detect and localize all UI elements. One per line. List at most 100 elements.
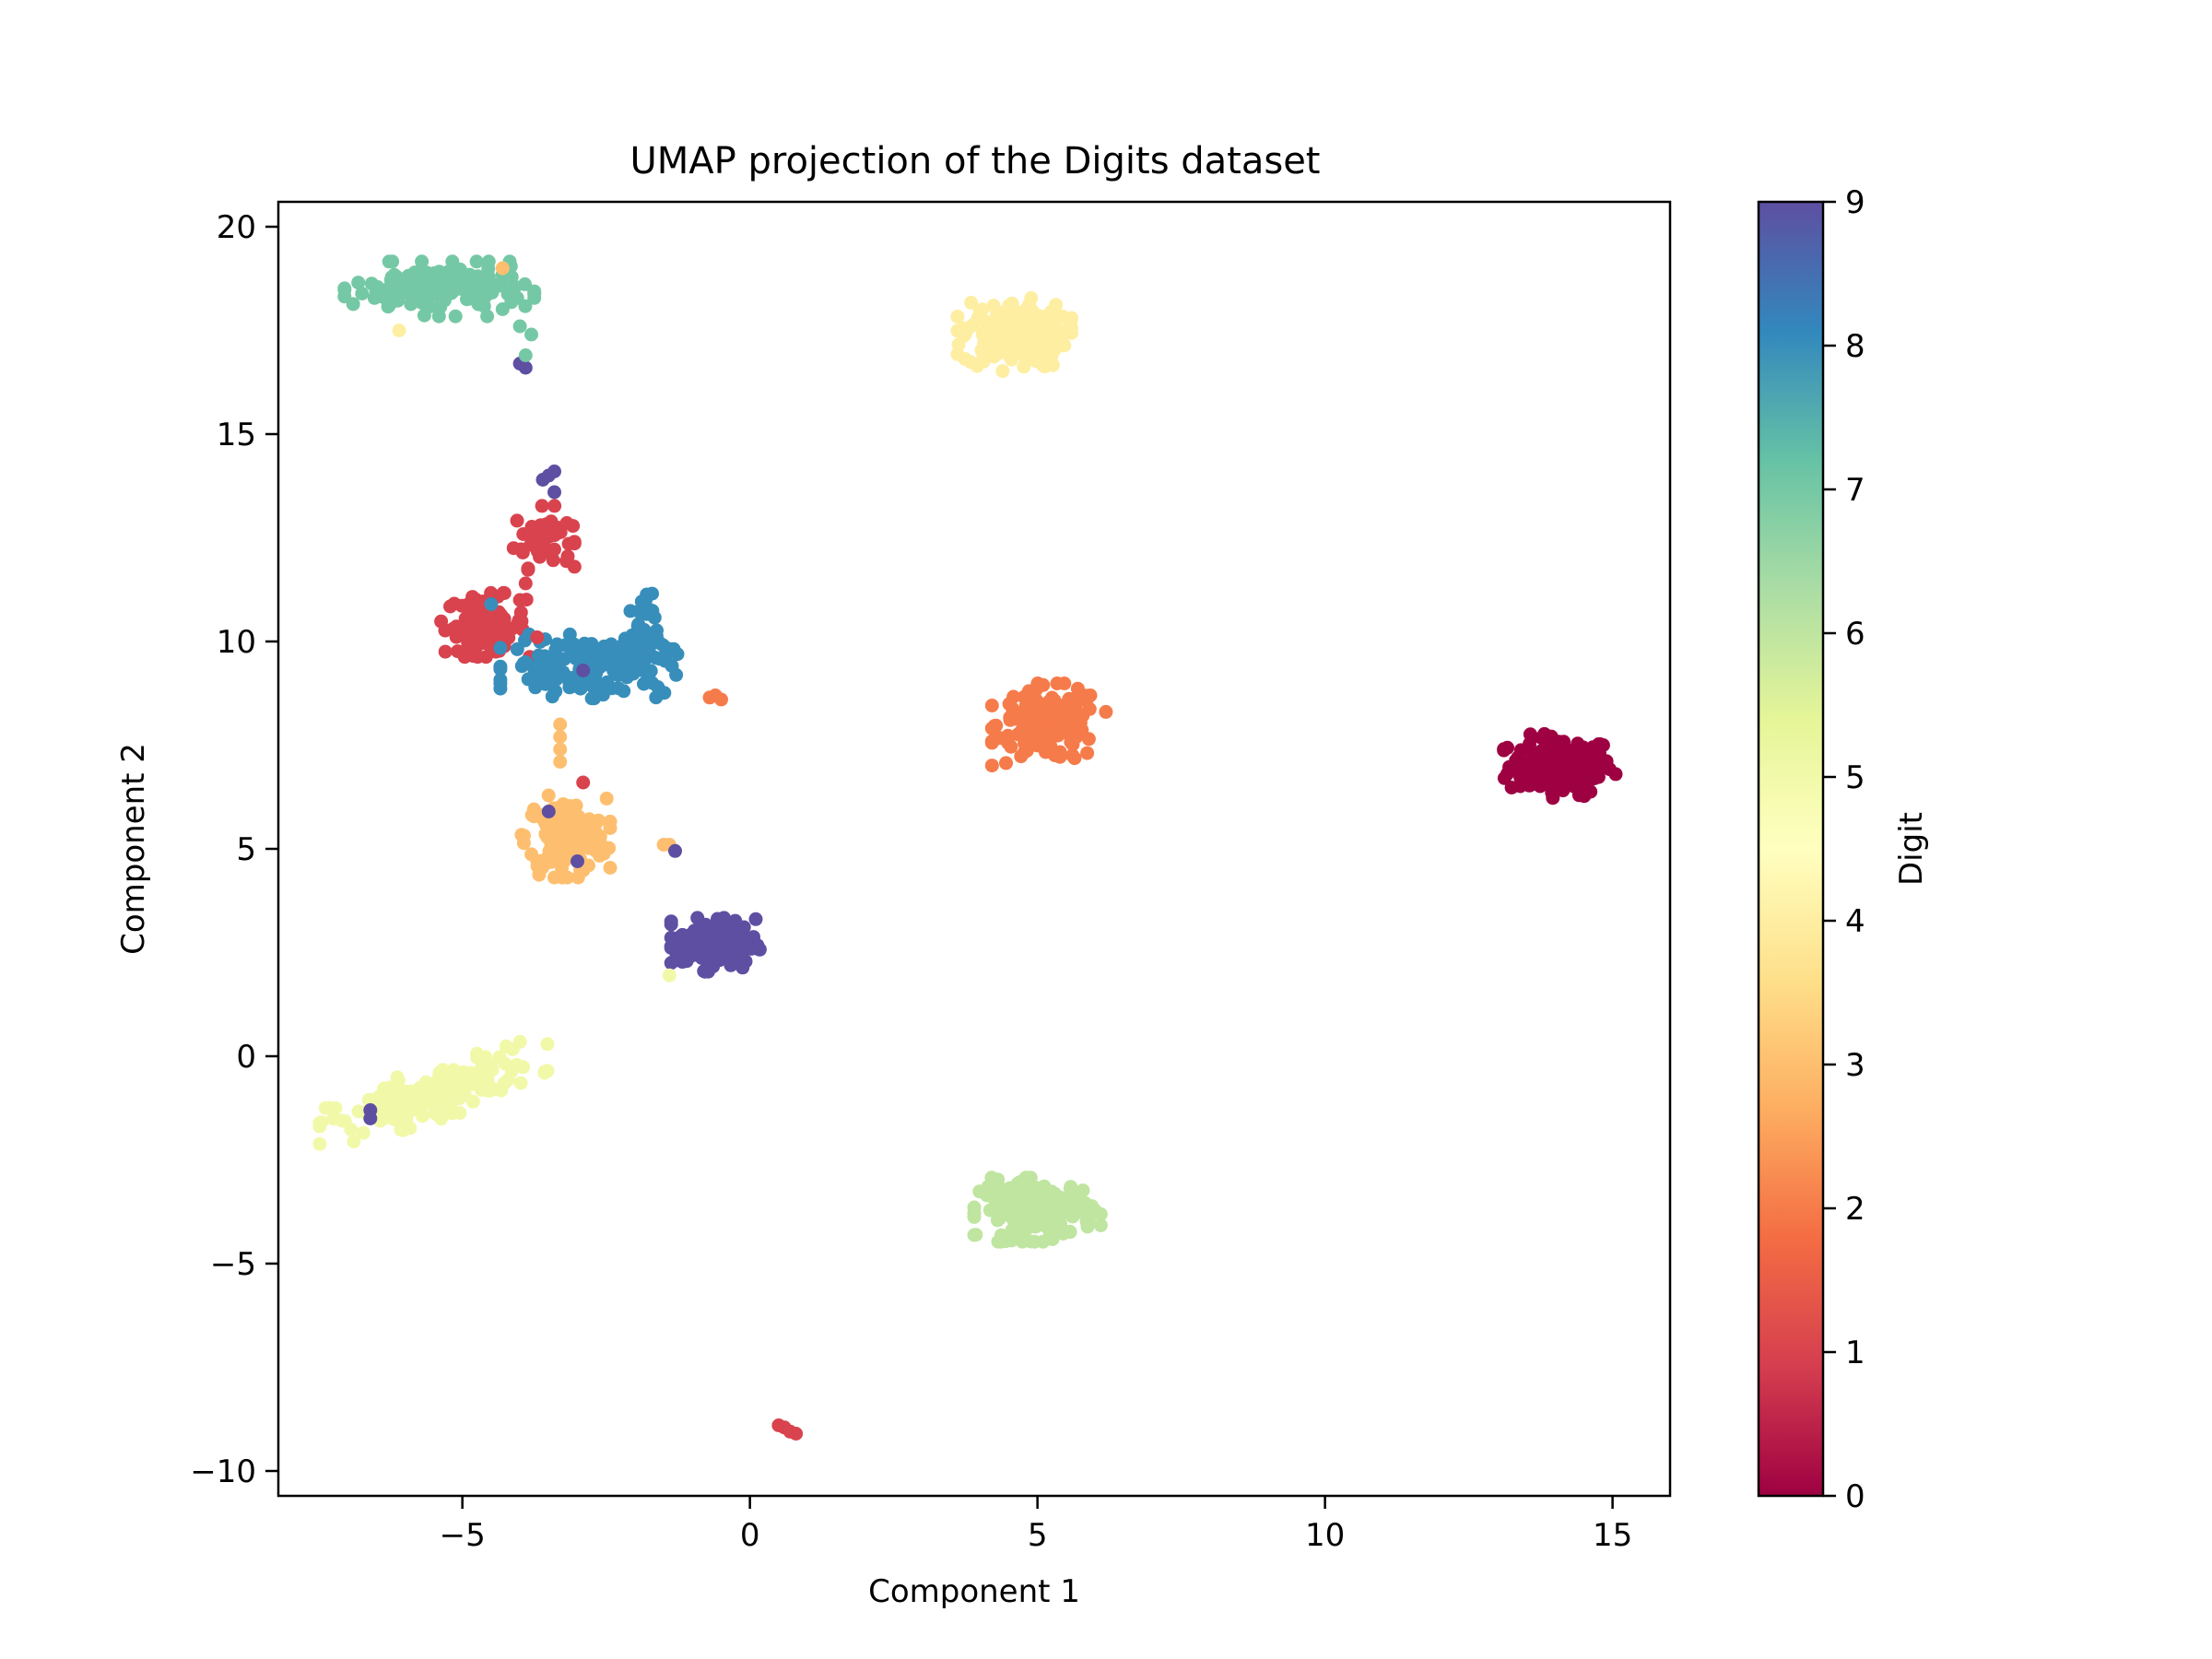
scatter-point — [521, 562, 535, 577]
scatter-point — [1051, 728, 1065, 743]
scatter-point — [1523, 727, 1537, 742]
y-tick-label: 5 — [236, 831, 256, 868]
scatter-point — [1538, 755, 1553, 770]
colorbar-tick-label: 0 — [1845, 1478, 1865, 1515]
scatter-point — [1029, 354, 1043, 369]
scatter-point — [1076, 709, 1090, 723]
scatter-point — [975, 302, 990, 317]
scatter-point — [984, 721, 999, 735]
scatter-point — [688, 941, 702, 956]
scatter-point — [1065, 311, 1078, 325]
x-axis-label: Component 1 — [868, 1573, 1080, 1610]
scatter-point — [363, 1112, 378, 1125]
colorbar-tick-label: 2 — [1845, 1191, 1865, 1228]
scatter-point — [1061, 717, 1076, 732]
scatter-point — [450, 1073, 465, 1088]
scatter-point — [535, 473, 550, 487]
scatter-point — [1063, 1182, 1077, 1196]
scatter-point — [356, 1125, 371, 1140]
scatter-point — [1045, 690, 1059, 705]
scatter-point — [1057, 677, 1072, 690]
colorbar-ticks: 0 1 2 3 4 5 6 7 8 9 — [1823, 184, 1865, 1515]
scatter-point — [644, 648, 659, 663]
scatter-point — [1052, 327, 1066, 341]
scatter-point — [649, 690, 664, 705]
x-axis: −5 0 5 10 15 — [440, 1496, 1632, 1554]
colorbar-tick-label: 9 — [1845, 184, 1865, 221]
scatter-point — [444, 1106, 459, 1121]
scatter-point — [443, 599, 457, 614]
scatter-point — [432, 1065, 447, 1080]
scatter-point — [495, 276, 510, 290]
scatter-point — [512, 593, 527, 607]
scatter-point — [470, 596, 485, 611]
scatter-point — [537, 1065, 552, 1080]
scatter-point — [493, 681, 508, 696]
scatter-point — [1002, 298, 1017, 312]
scatter-point — [1037, 342, 1051, 356]
scatter-point — [1077, 1206, 1091, 1220]
scatter-point — [1004, 1209, 1018, 1224]
scatter-point — [714, 692, 728, 707]
scatter-point — [789, 1427, 804, 1441]
scatter-point — [512, 319, 527, 334]
scatter-point — [555, 870, 570, 885]
scatter-point — [572, 645, 587, 659]
scatter-point — [1037, 1190, 1052, 1205]
scatter-point — [438, 644, 453, 659]
scatter-point — [445, 254, 460, 269]
scatter-point — [530, 630, 545, 644]
scatter-point — [650, 623, 664, 638]
scatter-point — [518, 655, 533, 669]
scatter-point — [399, 1107, 414, 1122]
scatter-point — [966, 318, 981, 332]
y-axis-label: Component 2 — [115, 743, 152, 955]
scatter-point — [417, 308, 431, 323]
scatter-point — [413, 287, 428, 301]
scatter-point — [1030, 311, 1044, 325]
scatter-point — [717, 911, 731, 925]
y-tick-label: 20 — [217, 209, 256, 246]
scatter-point — [403, 1121, 418, 1135]
scatter-point — [553, 730, 568, 744]
scatter-point — [1008, 333, 1023, 347]
scatter-point — [451, 644, 465, 659]
scatter-point — [505, 1041, 520, 1056]
scatter-point — [513, 1076, 528, 1090]
scatter-point — [527, 809, 541, 824]
scatter-point — [312, 1136, 327, 1151]
scatter-point — [382, 254, 396, 269]
scatter-point — [524, 327, 538, 342]
scatter-point — [1062, 691, 1077, 706]
scatter-point — [603, 861, 618, 875]
scatter-point — [434, 1112, 449, 1126]
scatter-point — [1024, 290, 1039, 305]
scatter-point — [977, 336, 992, 351]
scatter-point — [470, 650, 485, 665]
scatter-point — [719, 927, 734, 942]
scatter-point — [1065, 737, 1080, 752]
scatter-point — [1513, 743, 1528, 758]
scatter-point — [1053, 749, 1067, 764]
scatter-point — [630, 618, 645, 633]
y-axis: −10 −5 0 5 10 15 20 — [190, 209, 278, 1490]
scatter-point — [1015, 1182, 1030, 1197]
scatter-point — [567, 535, 582, 549]
scatter-point — [1070, 681, 1085, 696]
scatter-point — [967, 1206, 982, 1220]
scatter-point — [1028, 1234, 1042, 1249]
scatter-point — [416, 1095, 430, 1110]
scatter-point — [481, 261, 496, 276]
scatter-point — [415, 254, 429, 269]
scatter-point — [1099, 704, 1113, 719]
scatter-point — [1057, 338, 1072, 353]
scatter-point — [312, 1116, 327, 1131]
scatter-point — [493, 641, 508, 655]
scatter-point — [647, 610, 662, 625]
scatter-point — [1043, 304, 1058, 319]
scatter-point — [1555, 772, 1570, 787]
x-tick-label: 5 — [1028, 1517, 1048, 1554]
scatter-point — [582, 651, 597, 665]
scatter-point — [587, 680, 601, 695]
scatter-point — [688, 924, 702, 938]
